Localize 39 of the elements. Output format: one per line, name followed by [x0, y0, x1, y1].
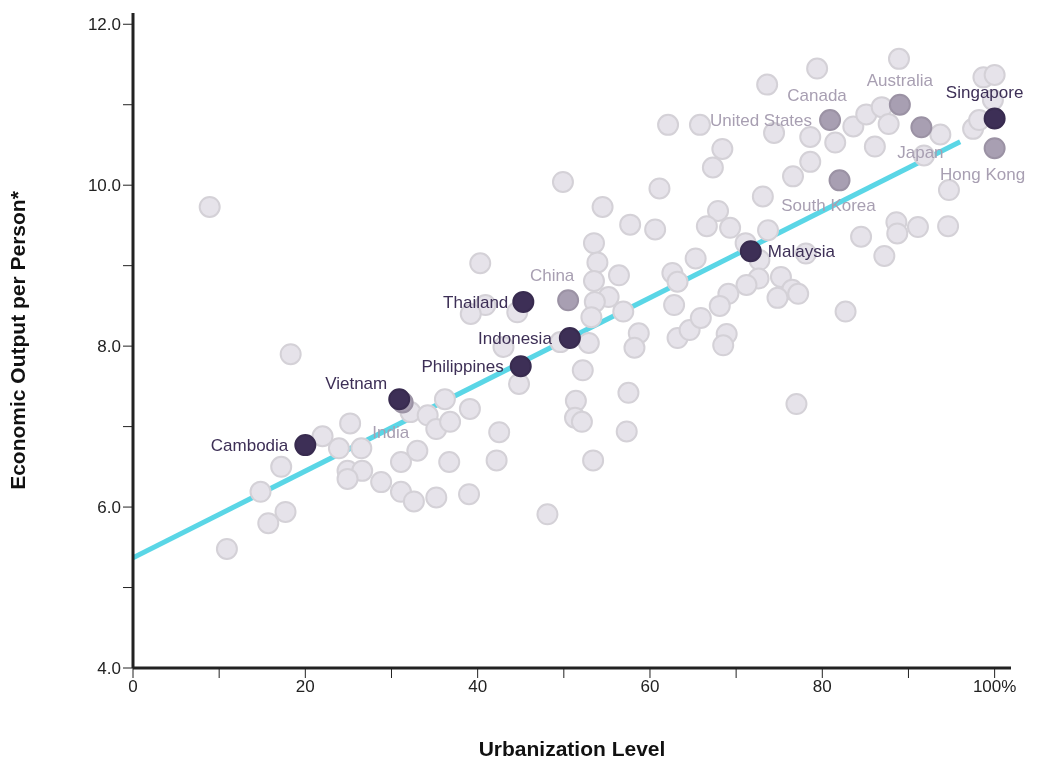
- annotation: Malaysia: [767, 242, 836, 262]
- annotation: Singapore: [945, 83, 1024, 103]
- x-tick-label: 0: [128, 677, 138, 697]
- point: [983, 137, 1006, 160]
- annotation: Thailand: [443, 292, 509, 312]
- point: [828, 169, 851, 192]
- y-tick-label: 10.0: [87, 176, 121, 196]
- point: [558, 327, 581, 350]
- point: [819, 109, 842, 132]
- x-tick-label: 60: [640, 677, 660, 697]
- y-tick-label: 8.0: [97, 337, 121, 357]
- annotation: Hong Kong: [940, 165, 1026, 185]
- annotation: United States: [710, 110, 813, 130]
- point: [888, 93, 911, 116]
- point: [557, 289, 580, 312]
- annotation: Australia: [866, 70, 934, 90]
- y-axis-title: Economic Output per Person*: [6, 190, 30, 490]
- x-tick-label: 80: [812, 677, 832, 697]
- point: [739, 240, 762, 263]
- annotation: South Korea: [781, 196, 877, 216]
- annotation: Philippines: [421, 357, 504, 377]
- annotation: Vietnam: [325, 374, 388, 394]
- y-tick-label: 4.0: [97, 659, 121, 679]
- annotation: China: [529, 266, 575, 286]
- x-axis-title: Urbanization Level: [478, 737, 666, 760]
- x-tick-label: 100%: [972, 677, 1017, 697]
- annotation: Indonesia: [478, 329, 553, 349]
- point: [509, 355, 532, 378]
- point: [512, 290, 535, 313]
- y-tick-label: 12.0: [87, 15, 121, 35]
- x-tick-label: 40: [468, 677, 488, 697]
- point: [983, 107, 1006, 130]
- annotation: Canada: [787, 85, 848, 105]
- point: [910, 116, 933, 139]
- x-tick-label: 20: [295, 677, 315, 697]
- annotation: Cambodia: [210, 436, 289, 456]
- y-tick-label: 6.0: [97, 498, 121, 518]
- point: [294, 434, 317, 457]
- annotation: Japan: [897, 143, 944, 163]
